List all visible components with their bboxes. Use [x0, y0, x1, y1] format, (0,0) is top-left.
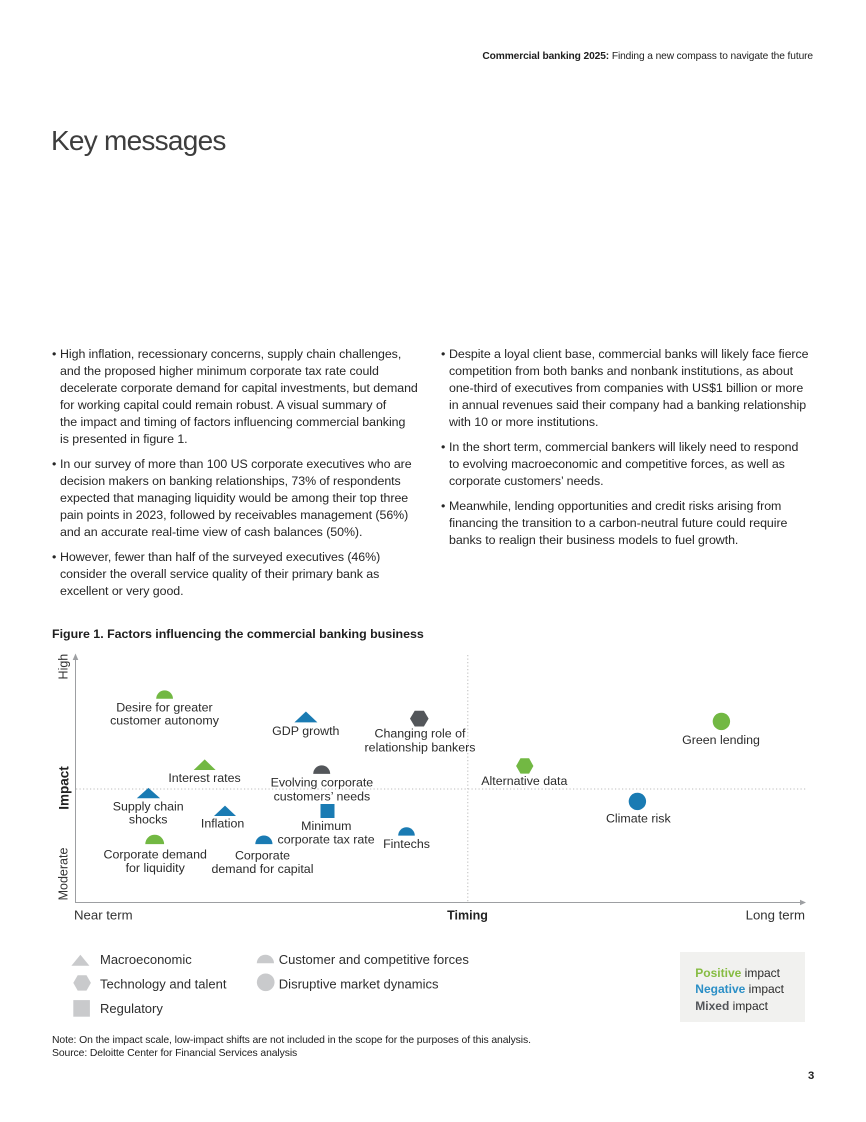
svg-text:Desire for greater: Desire for greater	[116, 700, 212, 714]
svg-text:Evolving corporate: Evolving corporate	[271, 776, 374, 790]
svg-text:relationship bankers: relationship bankers	[365, 741, 476, 755]
svg-text:GDP growth: GDP growth	[272, 724, 339, 738]
svg-text:demand for capital: demand for capital	[212, 862, 314, 876]
svg-text:Fintechs: Fintechs	[383, 837, 430, 851]
svg-text:Alternative data: Alternative data	[481, 774, 567, 788]
svg-text:corporate tax rate: corporate tax rate	[278, 833, 375, 847]
svg-text:Supply chain: Supply chain	[113, 799, 184, 813]
svg-text:Green lending: Green lending	[682, 733, 760, 747]
svg-text:Macroeconomic: Macroeconomic	[100, 952, 192, 967]
svg-text:Corporate: Corporate	[235, 848, 290, 862]
svg-text:Near term: Near term	[74, 907, 133, 922]
svg-text:Moderate: Moderate	[57, 848, 71, 901]
svg-text:Regulatory: Regulatory	[100, 1001, 163, 1016]
svg-text:shocks: shocks	[129, 812, 168, 826]
svg-text:Timing: Timing	[447, 908, 488, 922]
svg-text:Technology and talent: Technology and talent	[100, 977, 227, 992]
svg-text:for liquidity: for liquidity	[126, 861, 186, 875]
svg-text:Corporate demand: Corporate demand	[104, 848, 207, 862]
svg-text:Impact: Impact	[57, 766, 72, 810]
svg-text:Climate risk: Climate risk	[606, 812, 672, 826]
svg-text:Disruptive market dynamics: Disruptive market dynamics	[279, 977, 439, 992]
svg-text:Changing role of: Changing role of	[375, 727, 466, 741]
svg-text:customers’ needs: customers’ needs	[274, 789, 371, 803]
svg-text:High: High	[57, 654, 71, 680]
svg-text:Customer and competitive force: Customer and competitive forces	[279, 952, 470, 967]
svg-text:Inflation: Inflation	[201, 817, 245, 831]
svg-text:Interest rates: Interest rates	[168, 771, 240, 785]
svg-text:Minimum: Minimum	[301, 819, 351, 833]
svg-text:Long term: Long term	[746, 907, 805, 922]
svg-text:customer autonomy: customer autonomy	[110, 714, 220, 728]
